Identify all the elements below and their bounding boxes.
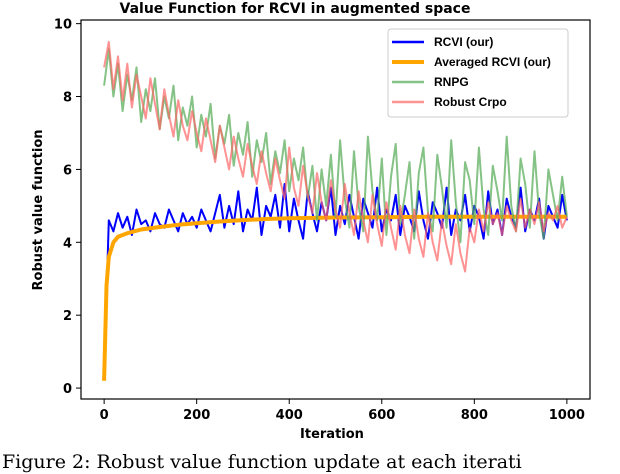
legend-label: Robust Crpo: [434, 95, 507, 109]
y-axis-label: Robust value function: [31, 129, 46, 290]
series-line-robust-crpo: [103, 40, 568, 273]
legend: RCVI (our) Averaged RCVI (our) RNPG Robust …: [387, 28, 569, 118]
y-tick-label: 8: [63, 91, 72, 106]
x-tick-label: 1000: [549, 408, 585, 423]
y-tick-label: 0: [63, 382, 72, 397]
x-axis-label: Iteration: [300, 427, 364, 442]
x-tick-label: 400: [276, 408, 303, 423]
legend-label: RCVI (our): [434, 35, 493, 49]
y-tick-label: 10: [54, 18, 72, 33]
legend-label: RNPG: [434, 75, 469, 89]
legend-box: [387, 28, 569, 118]
y-tick-label: 2: [63, 309, 72, 324]
axis-ticks: 0 200 400 600 800 1000 0 2 4 6 8 10: [54, 18, 585, 423]
plot-area: [102, 40, 568, 381]
chart-title: Value Function for RCVI in augmented spa…: [120, 1, 471, 17]
y-tick-label: 4: [63, 236, 72, 251]
x-tick-label: 200: [183, 408, 210, 423]
legend-label: Averaged RCVI (our): [434, 55, 551, 69]
y-tick-label: 6: [63, 163, 72, 178]
x-tick-label: 600: [368, 408, 395, 423]
plot-frame: [80, 19, 591, 400]
series-line-averaged-rcvi-our-: [102, 214, 567, 381]
x-tick-label: 0: [100, 408, 109, 423]
x-tick-label: 800: [461, 408, 488, 423]
figure-caption: Figure 2: Robust value function update a…: [2, 451, 522, 473]
